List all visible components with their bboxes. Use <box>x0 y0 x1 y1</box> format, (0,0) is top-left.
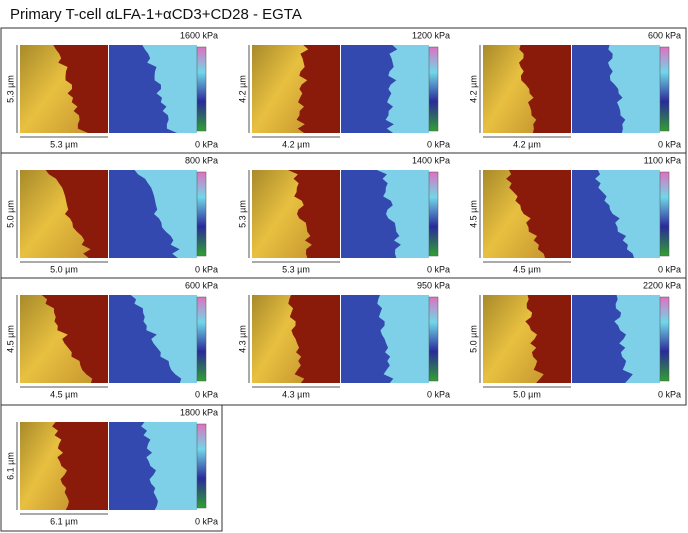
x-size-label: 5.0 µm <box>50 264 78 274</box>
cell-modulus <box>109 170 180 258</box>
min-label: 0 kPa <box>658 264 681 274</box>
colorbar <box>428 46 439 132</box>
min-label: 0 kPa <box>658 389 681 399</box>
min-label: 0 kPa <box>427 139 450 149</box>
x-size-label: 4.2 µm <box>282 139 310 149</box>
max-label: 1600 kPa <box>180 30 218 40</box>
cell-region <box>20 45 89 133</box>
x-size-label: 4.3 µm <box>282 389 310 399</box>
cell-modulus <box>572 170 635 258</box>
figure-title: Primary T-cell αLFA-1+αCD3+CD28 - EGTA <box>10 6 302 23</box>
x-size-label: 4.5 µm <box>513 264 541 274</box>
cell-modulus <box>341 295 394 383</box>
min-label: 0 kPa <box>658 139 681 149</box>
min-label: 0 kPa <box>427 389 450 399</box>
max-label: 600 kPa <box>185 280 218 290</box>
cell-modulus <box>109 45 178 133</box>
y-size-label: 5.3 µm <box>5 75 15 103</box>
colorbar <box>659 296 670 382</box>
min-label: 0 kPa <box>195 516 218 526</box>
cell-region <box>252 170 312 258</box>
max-label: 1100 kPa <box>644 155 681 165</box>
cell-region <box>20 170 91 258</box>
y-size-label: 5.0 µm <box>5 200 15 228</box>
cell-modulus <box>341 170 401 258</box>
y-size-label: 4.5 µm <box>468 200 478 228</box>
cell-region <box>20 295 93 383</box>
colorbar <box>428 171 439 257</box>
cell-region <box>483 45 537 133</box>
cell-modulus <box>109 422 158 510</box>
x-size-label: 5.3 µm <box>282 264 310 274</box>
max-label: 1200 kPa <box>412 30 450 40</box>
cell-modulus <box>572 45 626 133</box>
x-size-label: 6.1 µm <box>50 516 78 526</box>
max-label: 2200 kPa <box>643 280 681 290</box>
cell-modulus <box>341 45 398 133</box>
colorbar <box>196 46 207 132</box>
max-label: 1800 kPa <box>180 407 218 417</box>
colorbar <box>196 423 207 509</box>
y-size-label: 6.1 µm <box>5 452 15 480</box>
cell-region <box>252 295 305 383</box>
cell-region <box>483 170 546 258</box>
y-size-label: 4.2 µm <box>237 75 247 103</box>
cell-modulus <box>572 295 633 383</box>
max-label: 800 kPa <box>185 155 218 165</box>
max-label: 950 kPa <box>417 280 450 290</box>
colorbar <box>659 171 670 257</box>
max-label: 600 kPa <box>648 30 681 40</box>
cell-modulus <box>109 295 182 383</box>
y-size-label: 5.0 µm <box>468 325 478 353</box>
cell-region <box>483 295 544 383</box>
min-label: 0 kPa <box>195 264 218 274</box>
row-frame <box>0 277 687 406</box>
colorbar <box>196 296 207 382</box>
y-size-label: 5.3 µm <box>237 200 247 228</box>
min-label: 0 kPa <box>195 389 218 399</box>
colorbar <box>428 296 439 382</box>
cell-region <box>20 422 69 510</box>
y-size-label: 4.3 µm <box>237 325 247 353</box>
colorbar <box>659 46 670 132</box>
min-label: 0 kPa <box>195 139 218 149</box>
x-size-label: 4.5 µm <box>50 389 78 399</box>
y-size-label: 4.5 µm <box>5 325 15 353</box>
cell-region <box>252 45 309 133</box>
y-size-label: 4.2 µm <box>468 75 478 103</box>
colorbar <box>196 171 207 257</box>
max-label: 1400 kPa <box>412 155 450 165</box>
x-size-label: 5.0 µm <box>513 389 541 399</box>
min-label: 0 kPa <box>427 264 450 274</box>
x-size-label: 4.2 µm <box>513 139 541 149</box>
row-frame <box>0 404 223 532</box>
x-size-label: 5.3 µm <box>50 139 78 149</box>
